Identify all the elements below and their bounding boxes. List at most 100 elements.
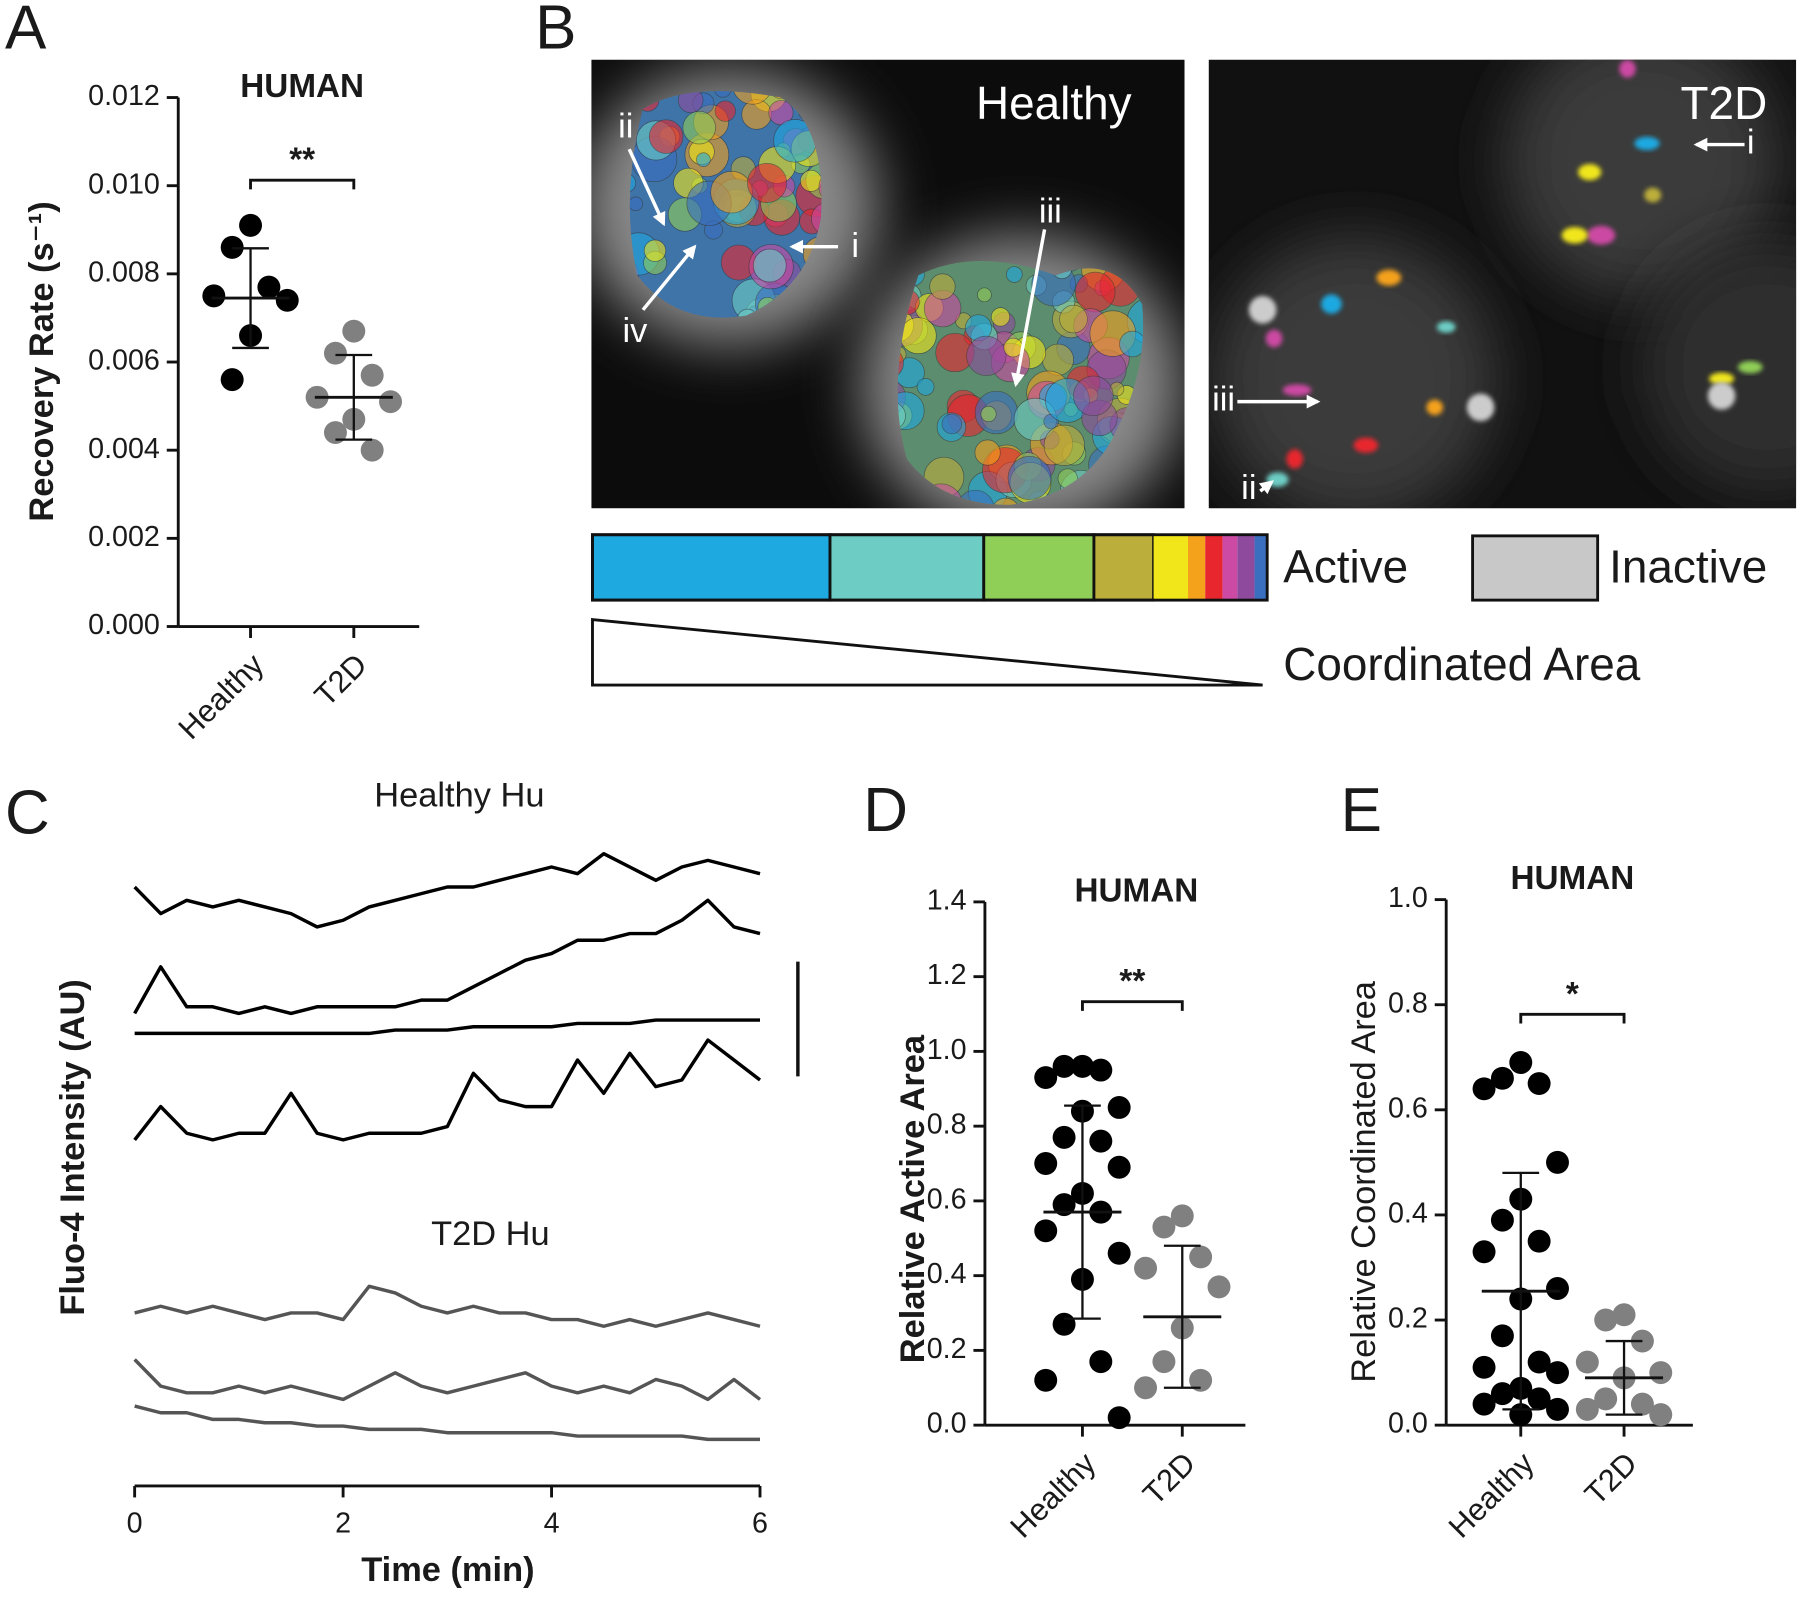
arrow (627, 148, 666, 227)
y-tick-label: 0.4 (927, 1258, 967, 1290)
data-point (1472, 1077, 1496, 1101)
data-point (1107, 1406, 1131, 1430)
y-tick-label: 0.8 (1388, 987, 1428, 1019)
data-point (1527, 1229, 1551, 1253)
color-segment (591, 533, 832, 602)
data-point (1034, 1152, 1058, 1175)
cell-patch (1426, 399, 1444, 416)
color-segment (1188, 534, 1206, 601)
y-tick-label: 1.4 (927, 884, 967, 916)
data-point (1052, 1125, 1076, 1149)
cell-patch (1007, 456, 1052, 500)
arrow-label: i (1747, 124, 1755, 162)
data-point (360, 438, 384, 462)
cell-patch (1073, 375, 1114, 417)
data-point (1152, 1215, 1176, 1239)
x-tick-label: Healthy (171, 647, 270, 746)
significance-bracket (249, 178, 356, 190)
data-point (1612, 1303, 1636, 1327)
color-segment (1092, 533, 1156, 602)
chart-title: HUMAN (1511, 860, 1635, 897)
cell-patch (1376, 269, 1402, 286)
cell-glow (1248, 296, 1277, 324)
arrow-label: ii (618, 108, 633, 146)
data-point (1509, 1051, 1533, 1074)
cell-patch (677, 91, 704, 114)
data-point (1052, 1312, 1076, 1336)
image-label: T2D (1681, 77, 1768, 129)
data-point (239, 213, 263, 237)
data-point (1527, 1350, 1551, 1374)
data-point (1472, 1240, 1496, 1264)
data-point (1546, 1150, 1569, 1174)
y-tick-label: 0.002 (88, 521, 160, 553)
y-axis-label: Relative Coordinated Area (1345, 980, 1383, 1383)
y-tick-label: 0.010 (88, 168, 160, 200)
panel-letter: E (1341, 776, 1382, 845)
legend-label: Inactive (1609, 540, 1767, 592)
y-tick-label: 1.0 (927, 1034, 967, 1066)
data-point (1490, 1208, 1514, 1232)
x-tick-label: 6 (752, 1508, 768, 1540)
data-point (1034, 1368, 1058, 1392)
y-axis-label: Fluo-4 Intensity (AU) (54, 979, 92, 1315)
cell-patch (714, 100, 736, 122)
x-tick-label: T2D (1136, 1446, 1202, 1512)
data-point (1089, 1058, 1113, 1082)
cell-patch (747, 163, 788, 203)
healthy-image (591, 59, 1185, 509)
data-point (1575, 1350, 1599, 1374)
data-point (1052, 1193, 1076, 1217)
x-axis-label: Time (min) (361, 1551, 534, 1589)
trace (134, 1284, 761, 1328)
x-tick-label: Healthy (1442, 1445, 1541, 1544)
data-point (1034, 1219, 1058, 1243)
image-label: Healthy (976, 77, 1132, 129)
cell-patch (800, 169, 822, 192)
cell-glow (1466, 393, 1495, 422)
data-point (1189, 1245, 1213, 1269)
data-point (1546, 1361, 1569, 1385)
data-point (1594, 1387, 1618, 1411)
cell-patch (977, 287, 992, 303)
data-point (1170, 1204, 1194, 1228)
data-point (1107, 1155, 1131, 1179)
cell-patch (956, 489, 995, 505)
y-tick-label: 0.6 (927, 1183, 967, 1215)
color-segment (1222, 534, 1238, 601)
cell-patch (1737, 361, 1763, 374)
arrow-label: iii (1212, 381, 1235, 419)
islet-patches (1248, 59, 1763, 487)
significance-bracket (1081, 1000, 1184, 1011)
data-point (1134, 1376, 1158, 1400)
y-tick-label: 0.008 (88, 256, 160, 288)
panel-letter: B (535, 0, 576, 63)
y-tick-label: 0.0 (927, 1408, 967, 1440)
data-point (1546, 1397, 1569, 1421)
data-point (1649, 1403, 1673, 1427)
data-point (1052, 1054, 1076, 1078)
arrow-label: ii (1241, 469, 1256, 507)
data-point (1630, 1392, 1654, 1416)
cell-patch (696, 152, 711, 167)
x-tick-label: T2D (1578, 1446, 1644, 1512)
y-tick-label: 0.004 (88, 433, 160, 465)
data-point (257, 275, 281, 299)
y-tick-label: 0.000 (88, 609, 160, 641)
chart-title: HUMAN (240, 68, 364, 105)
inactive-swatch (1471, 534, 1600, 602)
color-segment (1254, 534, 1268, 601)
cell-patch (1353, 437, 1379, 453)
color-segment (982, 533, 1096, 602)
y-tick-label: 0.0 (1388, 1408, 1428, 1440)
data-point (342, 319, 366, 343)
cell-patch (991, 497, 1020, 505)
cell-patch (1436, 321, 1456, 333)
cell-patch (1119, 330, 1144, 358)
cell-patch (818, 168, 822, 206)
panel-letter: C (5, 778, 50, 847)
data-point (360, 363, 384, 387)
data-point (1107, 1095, 1131, 1119)
y-tick-label: 1.2 (927, 959, 967, 991)
data-point (1089, 1129, 1113, 1153)
